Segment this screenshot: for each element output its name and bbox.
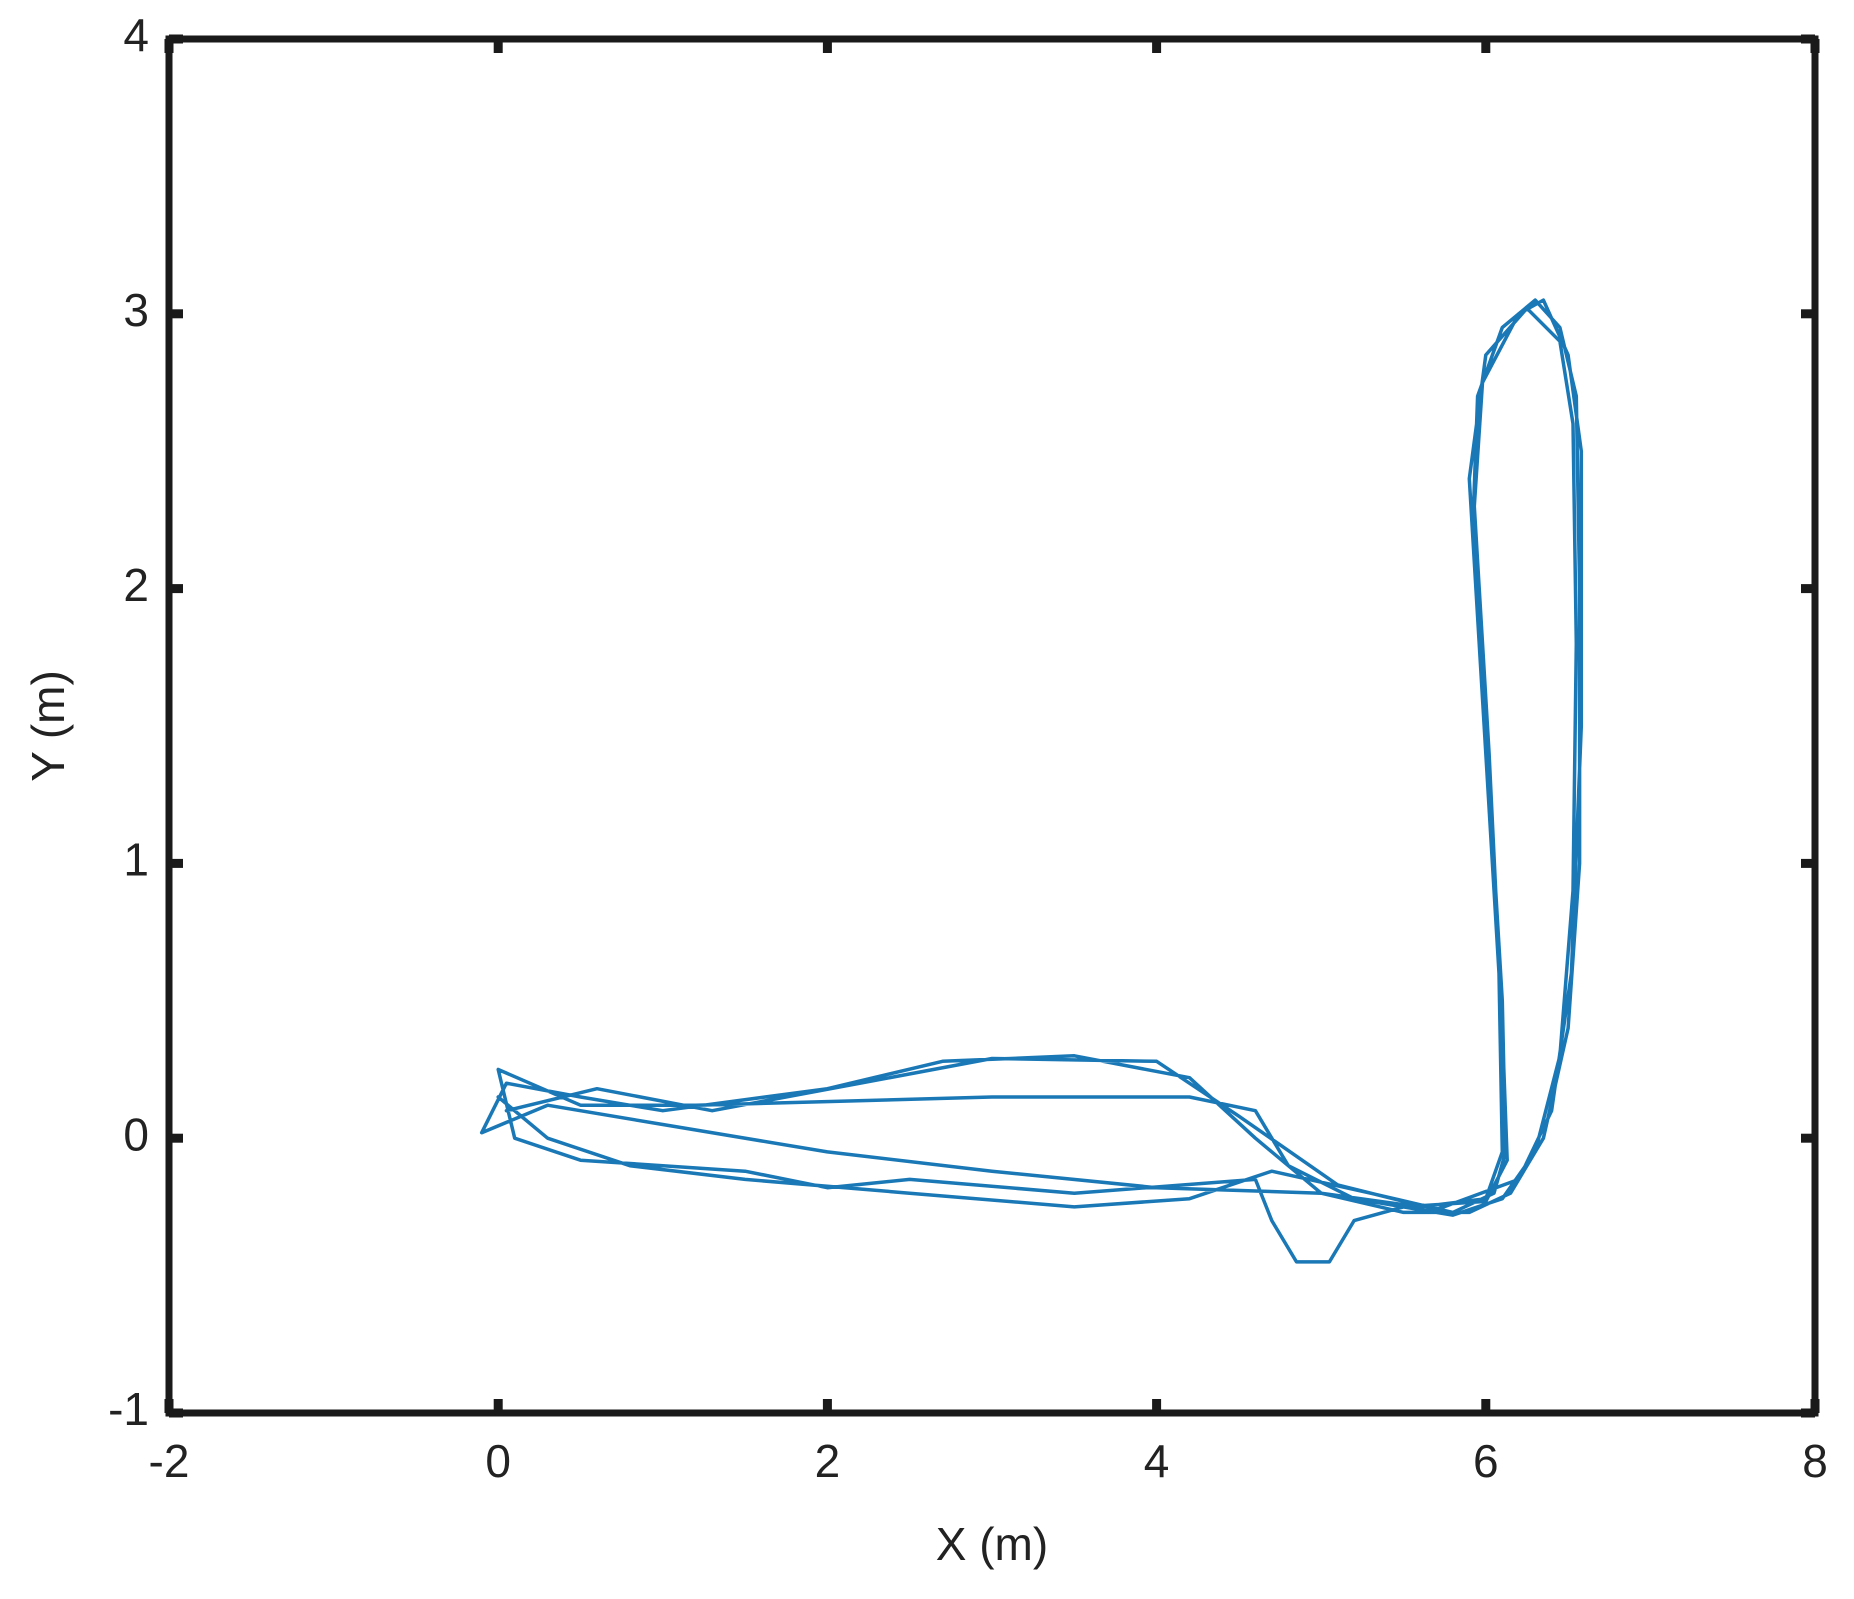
x-tick-label: 2 (815, 1435, 841, 1487)
x-tick-label: -2 (149, 1435, 190, 1487)
plot-frame (165, 35, 1819, 1417)
x-tick-label: 4 (1144, 1435, 1170, 1487)
x-axis-label: X (m) (936, 1518, 1048, 1570)
y-axis-label: Y (m) (22, 670, 74, 782)
y-tick-label: 2 (123, 559, 149, 611)
y-tick-label: 3 (123, 284, 149, 336)
y-tick-label: -1 (108, 1383, 149, 1435)
y-tick-label: 4 (123, 9, 149, 61)
x-tick-label: 0 (485, 1435, 511, 1487)
x-tick-label: 6 (1473, 1435, 1499, 1487)
trajectory-line (479, 298, 1584, 1264)
x-tick-label: 8 (1802, 1435, 1828, 1487)
y-tick-label: 0 (123, 1108, 149, 1160)
y-tick-label: 1 (123, 834, 149, 886)
